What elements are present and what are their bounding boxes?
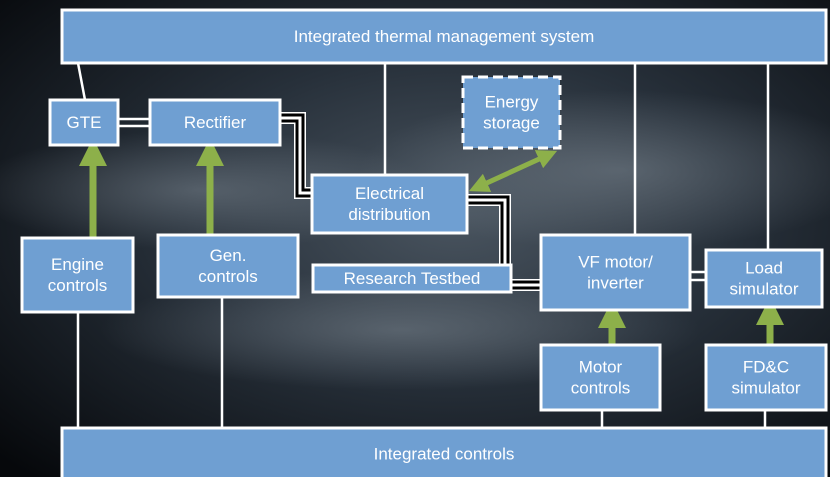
arrow	[468, 150, 558, 192]
motor-controls-label: Motor	[579, 357, 623, 376]
fdc-simulator-box	[704, 343, 828, 412]
connector	[76, 62, 87, 101]
load-simulator-label: Load	[745, 258, 783, 277]
fdc-simulator-label: FD&C	[743, 357, 789, 376]
bottom-bar-box	[60, 426, 828, 477]
top-bar-label: Integrated thermal management system	[294, 27, 594, 46]
bus	[280, 116, 312, 195]
motor-controls-box	[539, 343, 662, 412]
load-simulator-box	[704, 248, 824, 309]
top-bar-box	[60, 8, 828, 65]
fdc-simulator-label: simulator	[732, 378, 801, 397]
nodes: Integrated thermal management system GTE R…	[20, 8, 828, 477]
engine-controls-label: controls	[48, 276, 108, 295]
power-bus	[280, 112, 541, 291]
vf-motor-label: VF motor/	[578, 252, 653, 271]
electrical-distribution-box	[310, 173, 469, 235]
rectifier-label: Rectifier	[184, 113, 247, 132]
rectifier-box	[148, 98, 282, 147]
electrical-distribution-label: distribution	[348, 205, 430, 224]
research-testbed-label: Research Testbed	[344, 269, 481, 288]
engine-controls-box	[20, 236, 135, 314]
energy-storage-box	[461, 75, 562, 150]
load-simulator-label: simulator	[730, 279, 799, 298]
vf-motor-label: inverter	[587, 273, 644, 292]
vf-motor-box	[539, 233, 692, 312]
bus	[467, 198, 541, 287]
gen-controls-label: controls	[198, 267, 258, 286]
bottom-bar-label: Integrated controls	[374, 444, 515, 463]
connectors	[76, 62, 770, 428]
research-testbed-box	[311, 263, 513, 294]
control-arrows	[79, 138, 784, 345]
gen-controls-label: Gen.	[210, 246, 247, 265]
electrical-distribution-label: Electrical	[355, 184, 424, 203]
gen-controls-box	[156, 233, 300, 299]
motor-controls-label: controls	[571, 378, 631, 397]
engine-controls-label: Engine	[51, 255, 104, 274]
gte-box	[48, 98, 120, 147]
energy-storage-label: storage	[483, 113, 540, 132]
energy-storage-label: Energy	[485, 92, 539, 111]
gte-label: GTE	[67, 113, 102, 132]
